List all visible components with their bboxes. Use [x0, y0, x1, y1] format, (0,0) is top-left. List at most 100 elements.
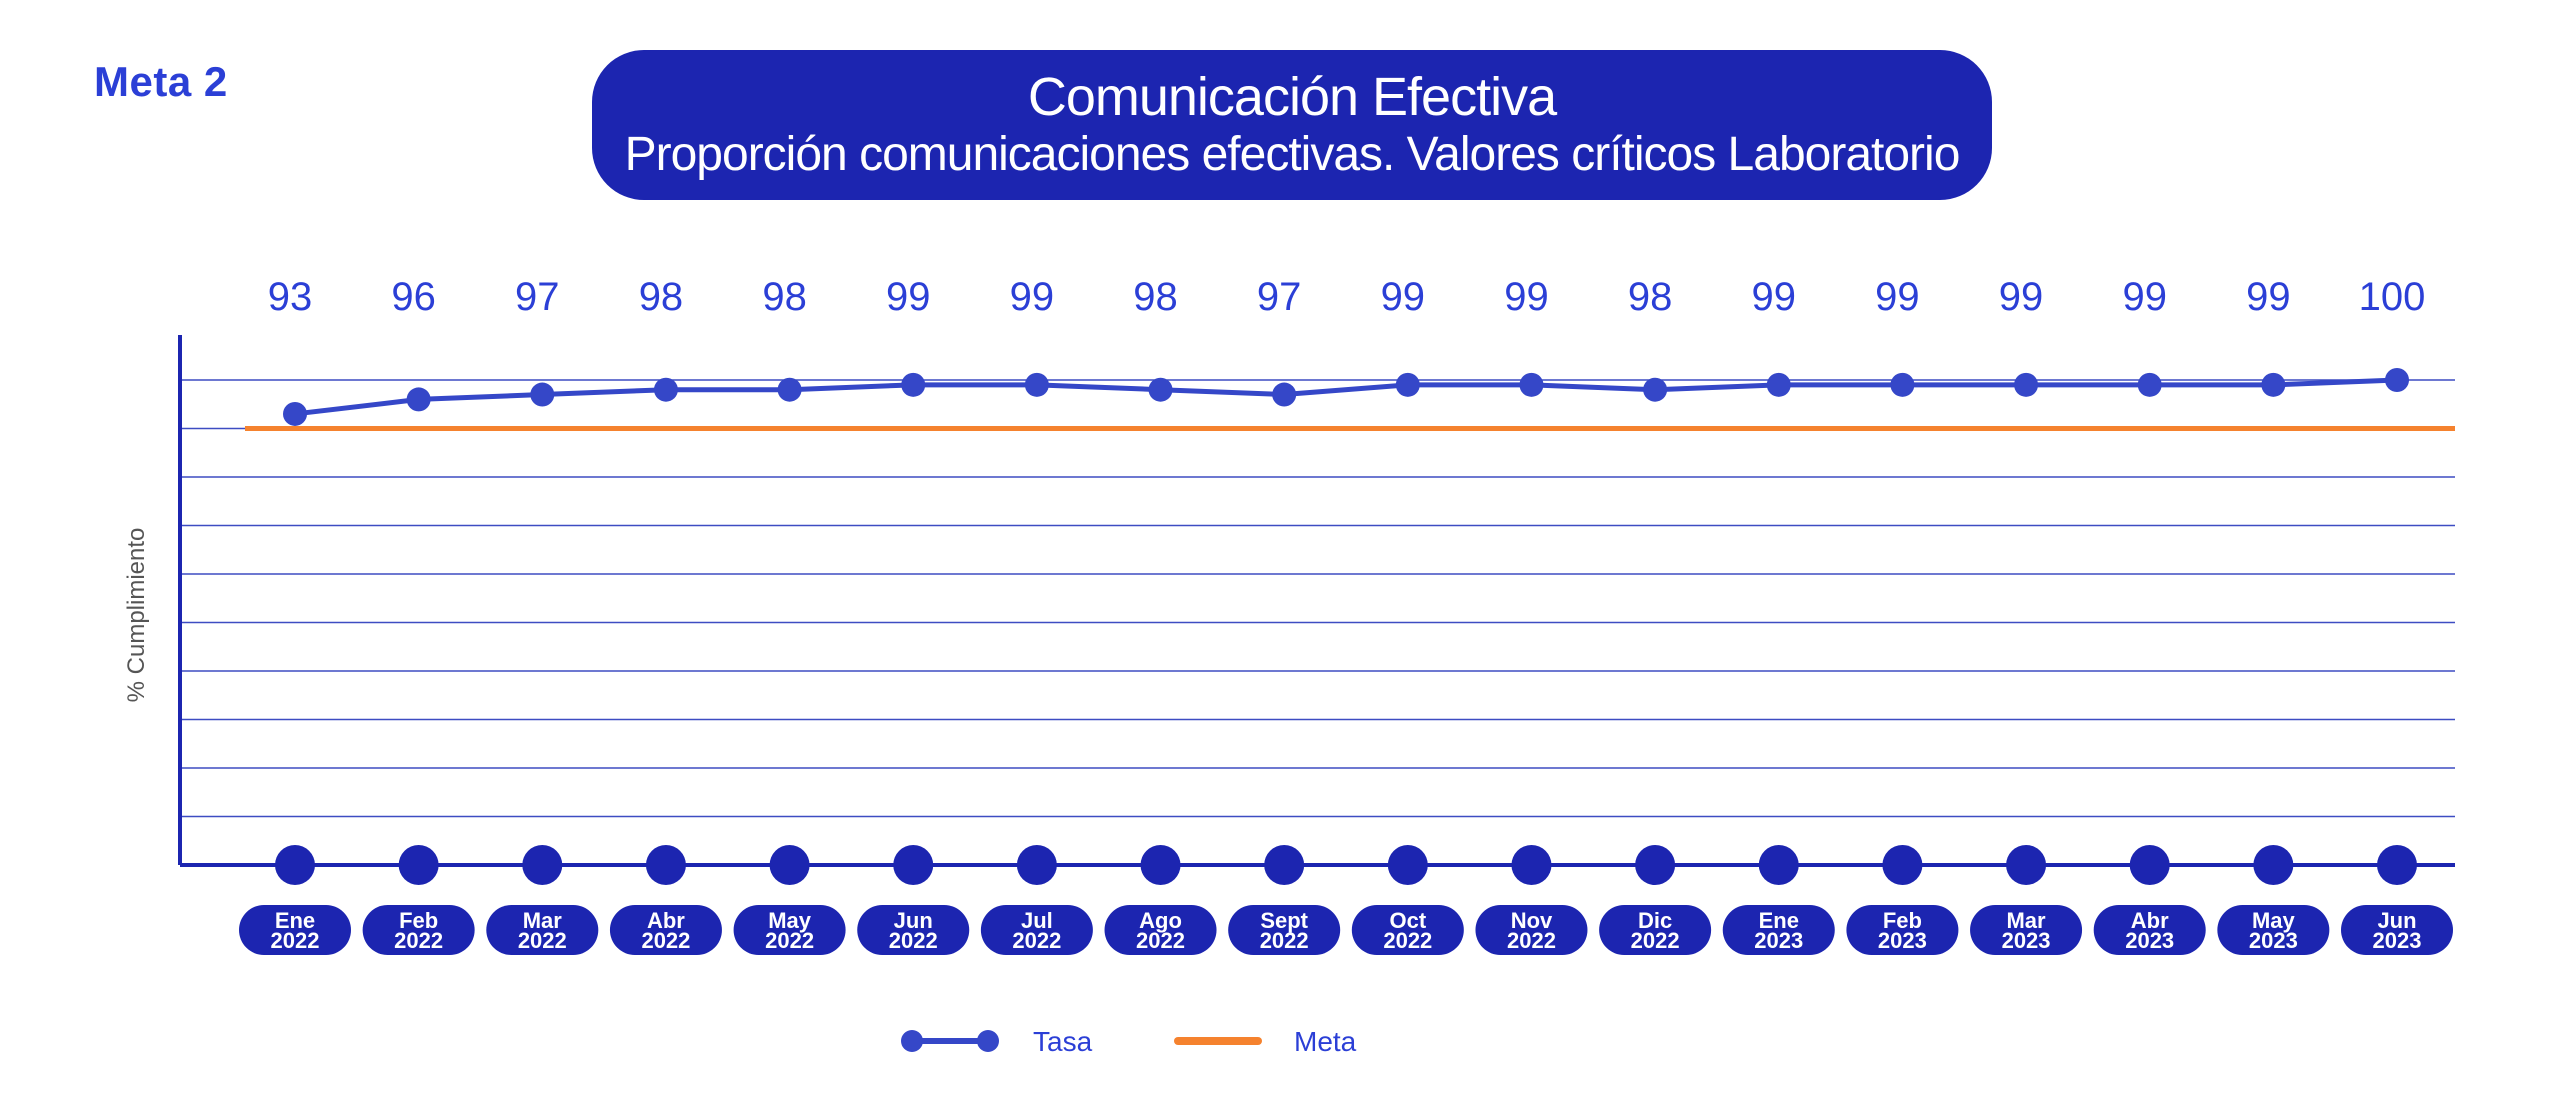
x-tick-month: Ago	[1139, 908, 1182, 933]
x-tick-month: Abr	[647, 908, 685, 933]
tasa-point	[1643, 377, 1668, 402]
legend: Tasa Meta	[901, 1026, 1357, 1057]
tasa-point	[777, 377, 802, 402]
x-tick-pill	[609, 905, 722, 955]
x-axis-marker	[398, 845, 439, 885]
data-label: 98	[762, 275, 807, 319]
x-tick-pill	[362, 905, 475, 955]
x-tick-year: 2023	[1754, 928, 1803, 953]
x-tick-year: 2023	[2249, 928, 2298, 953]
x-tick-year: 2022	[765, 928, 814, 953]
data-label: 99	[2246, 275, 2291, 319]
x-tick-year: 2022	[1260, 928, 1309, 953]
tasa-point	[901, 372, 926, 397]
tasa-point	[2261, 372, 2286, 397]
x-tick-month: Mar	[2006, 908, 2046, 933]
x-axis-marker	[275, 845, 315, 885]
x-tick-year: 2022	[518, 928, 567, 953]
x-tick-pill	[733, 905, 846, 955]
x-tick-pill	[486, 905, 599, 955]
tasa-point	[653, 377, 678, 402]
x-axis-marker	[1016, 845, 1057, 885]
data-label: 98	[1133, 275, 1178, 319]
x-tick-year: 2022	[641, 928, 690, 953]
x-axis-marker	[522, 845, 563, 885]
x-tick-month: Jun	[894, 908, 933, 933]
tasa-point	[1766, 372, 1791, 397]
legend-tasa-marker	[901, 1030, 923, 1052]
x-tick-pill	[1970, 905, 2083, 955]
tasa-point	[1519, 372, 1544, 397]
x-axis-marker	[1387, 845, 1428, 885]
x-tick-month: Oct	[1389, 908, 1426, 933]
x-axis-marker	[1140, 845, 1181, 885]
x-tick-month: Abr	[2131, 908, 2169, 933]
x-axis-marker	[2377, 845, 2417, 885]
x-tick-pill	[857, 905, 970, 955]
data-label: 98	[639, 275, 684, 319]
x-tick-pill	[1599, 905, 1712, 955]
data-label: 99	[1010, 275, 1055, 319]
x-tick-year: 2022	[271, 928, 320, 953]
tasa-point	[1272, 382, 1297, 407]
chart-title: Comunicación Efectiva	[1027, 67, 1557, 127]
x-tick-pill	[2093, 905, 2206, 955]
x-tick-pill	[2341, 905, 2453, 955]
x-tick-year: 2022	[1012, 928, 1061, 953]
x-tick-year: 2022	[394, 928, 443, 953]
y-axis-label: % Cumplimiento	[123, 528, 150, 703]
x-tick-pill	[2217, 905, 2330, 955]
tasa-series	[283, 368, 2409, 426]
x-tick-month: Feb	[1883, 908, 1922, 933]
legend-tasa-label: Tasa	[1033, 1026, 1093, 1057]
x-axis-marker	[2253, 845, 2294, 885]
x-tick-year: 2022	[1383, 928, 1432, 953]
tasa-line	[294, 377, 2398, 417]
tasa-point	[530, 382, 555, 407]
legend-meta-label: Meta	[1294, 1026, 1357, 1057]
x-tick-pill	[980, 905, 1093, 955]
data-label: 97	[515, 275, 560, 319]
x-tick-year: 2023	[2002, 928, 2051, 953]
x-axis-marker	[1758, 845, 1799, 885]
x-tick-year: 2022	[1136, 928, 1185, 953]
chart-subtitle: Proporción comunicaciones efectivas. Val…	[624, 128, 1961, 181]
data-label: 96	[391, 275, 436, 319]
x-tick-year: 2023	[1878, 928, 1927, 953]
x-tick-month: May	[768, 908, 812, 933]
x-tick-pill	[239, 905, 351, 955]
value-labels: 93 96 97 98 98 99 99 98 97 99 99 98 99 99 99 99 99 100	[268, 275, 2426, 319]
data-label: 99	[1875, 275, 1920, 319]
x-axis-marker	[1264, 845, 1305, 885]
data-label: 99	[2122, 275, 2167, 319]
x-tick-year: 2022	[889, 928, 938, 953]
axes	[178, 335, 2455, 867]
x-tick-year: 2023	[2125, 928, 2174, 953]
data-label: 99	[1999, 275, 2044, 319]
meta-tag: Meta 2	[94, 58, 228, 105]
x-tick-pill	[1351, 905, 1464, 955]
x-tick-month: Sept	[1260, 908, 1308, 933]
x-axis-labels: Ene2022Feb2022Mar2022Abr2022May2022Jun20…	[239, 905, 2453, 955]
x-axis-marker	[1635, 845, 1676, 885]
x-tick-month: Nov	[1511, 908, 1553, 933]
x-tick-year: 2022	[1507, 928, 1556, 953]
tasa-point	[283, 401, 307, 426]
legend-tasa-marker	[977, 1030, 999, 1052]
data-label: 98	[1628, 275, 1673, 319]
x-axis-marker	[893, 845, 934, 885]
x-axis-marker	[2006, 845, 2047, 885]
x-axis-marker	[1882, 845, 1923, 885]
tasa-point	[2385, 368, 2409, 392]
